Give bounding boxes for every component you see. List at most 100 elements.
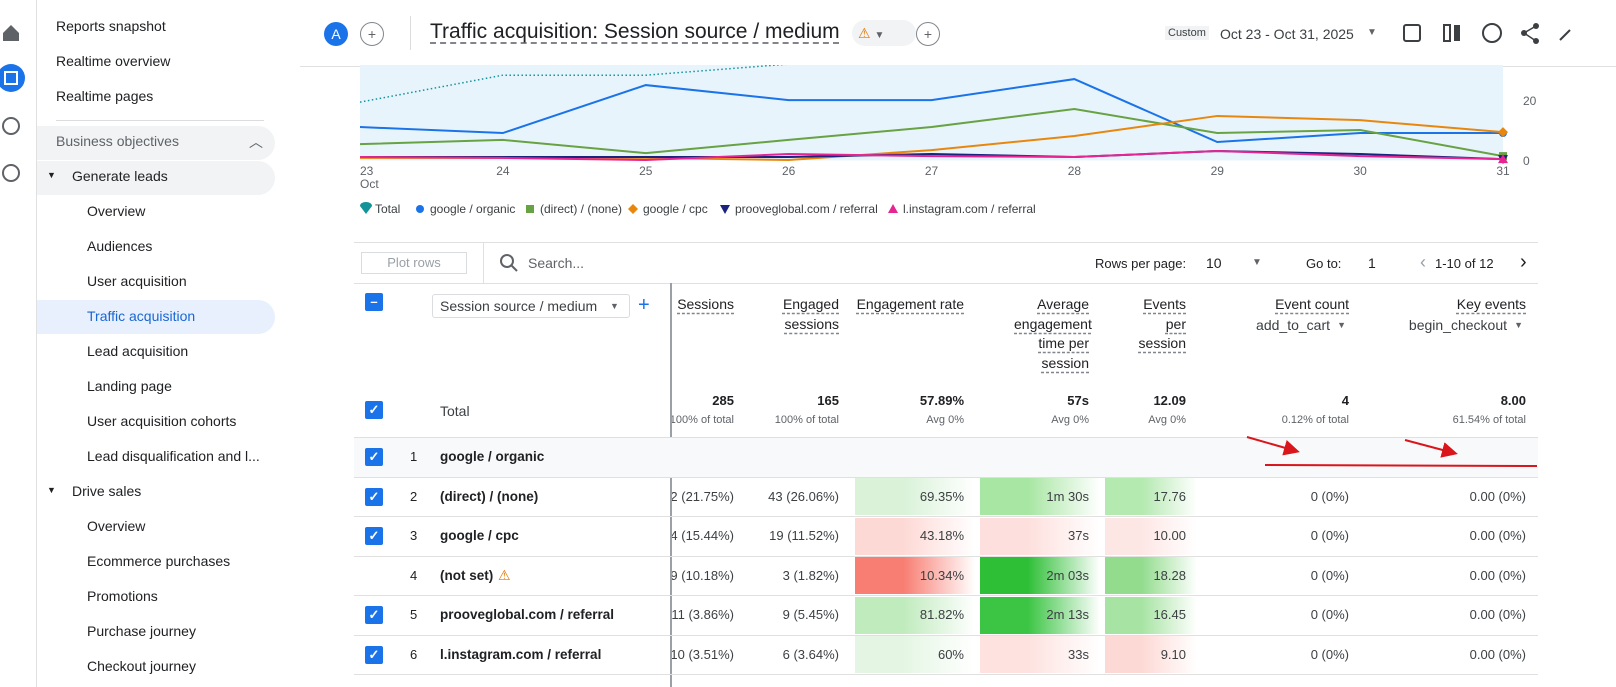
rows-per-page[interactable]: 10 bbox=[1206, 255, 1222, 271]
nav-item[interactable]: Checkout journey bbox=[87, 658, 196, 674]
nav-item[interactable]: Purchase journey bbox=[87, 623, 196, 639]
page-range: 1-10 of 12 bbox=[1435, 256, 1494, 271]
nav-item[interactable]: Lead disqualification and l... bbox=[87, 448, 260, 464]
nav-item[interactable]: Realtime overview bbox=[56, 53, 171, 69]
collapse-chevron: ︿ bbox=[249, 134, 263, 150]
x-tick-label: 28 bbox=[1068, 164, 1082, 178]
nav-item[interactable]: User acquisition cohorts bbox=[87, 413, 237, 429]
legend-swatch bbox=[888, 204, 898, 213]
more-icon[interactable] bbox=[1559, 29, 1571, 41]
nav-item[interactable]: Traffic acquisition bbox=[87, 308, 196, 324]
cell: 0 (0%) bbox=[1310, 607, 1349, 622]
checkbox[interactable]: ✓ bbox=[365, 401, 383, 419]
sticky-divider bbox=[670, 283, 672, 687]
rows-dropdown[interactable]: ▼ bbox=[1252, 257, 1262, 268]
column-header[interactable]: Key events bbox=[1456, 296, 1526, 312]
goto-input[interactable]: 1 bbox=[1368, 255, 1376, 271]
insights-icon[interactable] bbox=[1482, 23, 1502, 43]
nav-item[interactable]: Landing page bbox=[87, 378, 172, 394]
point bbox=[1498, 127, 1508, 138]
column-header[interactable]: Engagement rate bbox=[856, 296, 964, 312]
column-header[interactable]: Average engagement time per session bbox=[1014, 296, 1092, 371]
row-source[interactable]: prooveglobal.com / referral bbox=[440, 607, 615, 622]
nav-item[interactable]: Reports snapshot bbox=[56, 18, 166, 34]
cell: 0 (0%) bbox=[1310, 567, 1349, 583]
legend-swatch bbox=[526, 205, 534, 213]
prev-page[interactable]: ‹ bbox=[1420, 252, 1426, 272]
total-note: 61.54% of total bbox=[1452, 414, 1526, 426]
row-divider bbox=[354, 634, 1538, 636]
checkbox[interactable]: ✓ bbox=[365, 527, 383, 545]
cell-bg bbox=[855, 517, 975, 555]
series-line bbox=[359, 78, 1503, 144]
date-dropdown[interactable]: ▼ bbox=[1367, 27, 1377, 38]
report-title[interactable]: Traffic acquisition: Session source / me… bbox=[430, 20, 840, 43]
checkbox[interactable]: – bbox=[365, 293, 383, 311]
cell-bg bbox=[980, 557, 1100, 594]
nav-item[interactable]: Lead acquisition bbox=[87, 343, 189, 359]
nav-item[interactable]: Overview bbox=[87, 203, 146, 219]
nav-item[interactable]: Overview bbox=[87, 518, 146, 534]
nav-item[interactable]: Realtime pages bbox=[56, 88, 154, 104]
row-source[interactable]: (direct) / (none) bbox=[440, 488, 539, 504]
compare-icon[interactable] bbox=[1443, 24, 1451, 42]
cell-bg bbox=[1202, 517, 1360, 555]
cell-bg bbox=[980, 478, 1100, 515]
nav-item[interactable]: User acquisition bbox=[87, 273, 187, 289]
sidebar: Reports snapshot Realtime overview Realtim… bbox=[37, 0, 300, 687]
nav-item[interactable]: Generate leads bbox=[72, 168, 168, 184]
row-source[interactable]: (not set) bbox=[440, 567, 494, 583]
checkbox[interactable]: ✓ bbox=[365, 487, 383, 506]
total-label: Total bbox=[440, 403, 470, 419]
column-header[interactable]: Event count bbox=[1275, 296, 1349, 312]
column-header[interactable]: Events per session bbox=[1138, 296, 1186, 351]
nav-item[interactable]: Promotions bbox=[87, 588, 158, 604]
edit-icon[interactable] bbox=[1403, 24, 1421, 42]
cell-bg bbox=[1365, 517, 1537, 555]
column-header[interactable]: Sessions bbox=[677, 296, 734, 312]
dimension-dropdown[interactable]: ▼ bbox=[610, 301, 619, 311]
add-dimension[interactable]: + bbox=[638, 294, 650, 316]
total-value: 8.00 bbox=[1500, 393, 1526, 408]
cell: 9.10 bbox=[1160, 646, 1186, 662]
cell-bg bbox=[1365, 596, 1537, 634]
cell-bg bbox=[750, 517, 850, 555]
checkbox[interactable]: ✓ bbox=[365, 448, 383, 466]
legend-swatch bbox=[720, 205, 730, 214]
checkbox[interactable]: ✓ bbox=[365, 645, 383, 664]
event-dropdown[interactable]: ▼ bbox=[1514, 320, 1523, 330]
column-header[interactable]: Engaged sessions bbox=[782, 296, 839, 332]
nav-item[interactable]: Business objectives bbox=[56, 133, 179, 149]
search-input[interactable]: Search... bbox=[528, 255, 585, 271]
advertising-icon[interactable] bbox=[2, 164, 20, 182]
dimension-picker[interactable] bbox=[432, 294, 630, 318]
x-tick-label: 26 bbox=[782, 164, 796, 178]
nav-item[interactable]: Audiences bbox=[87, 238, 153, 254]
event-selector[interactable]: add_to_cart bbox=[1256, 317, 1330, 333]
row-source[interactable]: google / organic bbox=[440, 449, 545, 464]
warning-chip[interactable]: ⚠ ▼ bbox=[852, 20, 916, 46]
total-note: 100% of total bbox=[774, 414, 839, 426]
plot-rows-button[interactable]: Plot rows bbox=[361, 252, 467, 274]
divider bbox=[56, 120, 264, 121]
cell: 6 (3.64%) bbox=[782, 646, 839, 662]
add-comparison[interactable]: + bbox=[360, 22, 384, 46]
event-dropdown[interactable]: ▼ bbox=[1337, 320, 1346, 330]
row-divider bbox=[354, 674, 1538, 675]
explore-icon[interactable] bbox=[2, 117, 20, 135]
legend-swatch bbox=[628, 204, 638, 214]
add-card[interactable]: + bbox=[916, 22, 940, 46]
nav-item[interactable]: Drive sales bbox=[72, 483, 142, 499]
row-source[interactable]: l.instagram.com / referral bbox=[440, 646, 602, 662]
cell: 60% bbox=[937, 646, 964, 662]
next-page[interactable]: › bbox=[1520, 251, 1527, 273]
plot-area bbox=[360, 65, 1503, 160]
event-selector[interactable]: begin_checkout bbox=[1408, 317, 1507, 333]
nav-item[interactable]: Ecommerce purchases bbox=[87, 553, 231, 569]
home-icon[interactable] bbox=[3, 25, 19, 41]
date-range[interactable]: Oct 23 - Oct 31, 2025 bbox=[1220, 26, 1354, 42]
comparison-avatar[interactable]: A bbox=[324, 22, 348, 46]
checkbox[interactable]: ✓ bbox=[365, 606, 383, 624]
x-month-label: Oct bbox=[360, 177, 379, 191]
row-source[interactable]: google / cpc bbox=[440, 528, 519, 543]
